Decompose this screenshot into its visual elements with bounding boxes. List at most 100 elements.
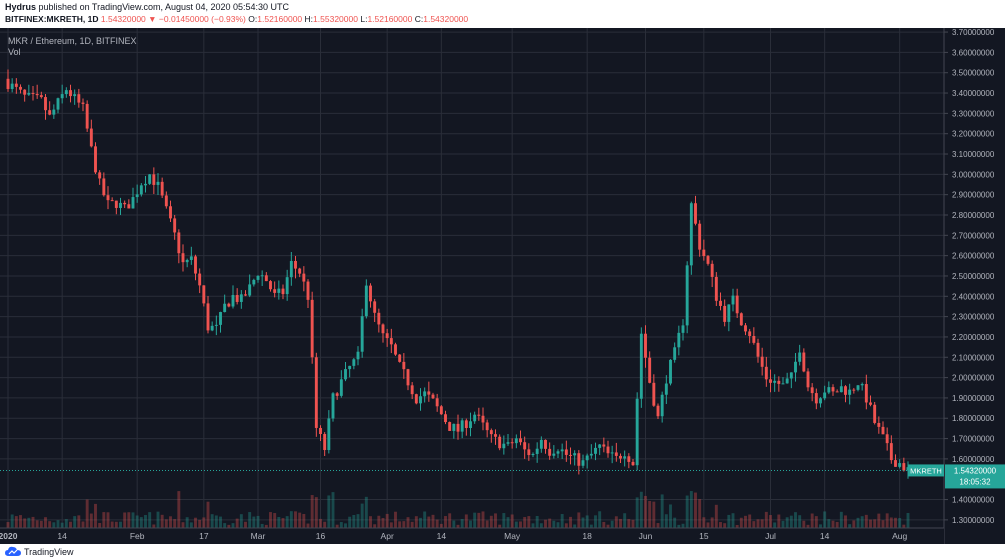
candle-body: [27, 92, 31, 95]
volume-bar: [785, 517, 789, 528]
grid-lines: [0, 28, 944, 528]
volume-bar: [369, 516, 372, 528]
volume-bar: [602, 521, 606, 528]
candle-body: [619, 455, 622, 459]
h-label: H:: [304, 14, 314, 24]
candle-body: [52, 109, 56, 115]
candle-body: [694, 203, 697, 224]
volume-bar: [581, 517, 585, 528]
candle-body: [198, 273, 202, 286]
candle-body: [273, 289, 277, 293]
candle-body: [56, 98, 60, 110]
tradingview-cloud-icon: [5, 546, 21, 556]
candle-body: [898, 463, 902, 467]
volume-bar: [769, 515, 772, 528]
candle-body: [235, 295, 239, 302]
candle-body: [794, 361, 797, 373]
candle-body: [464, 420, 468, 429]
volume-bar: [531, 523, 535, 528]
y-tick-label: 2.60000000: [952, 252, 995, 261]
volume-bar: [656, 523, 660, 528]
volume-bar: [806, 524, 810, 528]
volume-bar: [585, 515, 589, 528]
volume-bar: [198, 519, 202, 528]
volume-bar: [873, 519, 877, 528]
candle-body: [560, 449, 564, 452]
volume-bar: [456, 524, 460, 528]
candle-body: [569, 454, 572, 456]
candle-body: [169, 206, 172, 219]
volume-bar: [77, 515, 81, 528]
candle-body: [527, 449, 531, 456]
volume-bar: [564, 523, 568, 528]
volume-bar: [835, 521, 839, 528]
y-tick-label: 1.80000000: [952, 414, 995, 423]
chart-area[interactable]: 3.70000000 3.60000000 3.50000000 3.40000000…: [0, 28, 1005, 544]
volume-bar: [435, 519, 439, 528]
candle-body: [106, 195, 110, 201]
volume-bar: [23, 518, 27, 528]
candle-body: [635, 398, 639, 466]
candle-body: [669, 359, 672, 384]
volume-bar: [452, 520, 456, 528]
y-tick-label: 1.40000000: [952, 496, 995, 505]
volume-bar: [489, 515, 493, 528]
candle-body: [660, 394, 664, 417]
volume-bar: [214, 515, 218, 528]
last-price-value: 1.54320000: [954, 466, 997, 475]
publish-header: Hydrus published on TradingView.com, Aug…: [0, 0, 1005, 28]
volume-bar: [514, 521, 518, 528]
volume-bar: [223, 523, 227, 528]
candle-body: [869, 402, 872, 405]
volume-bar: [160, 514, 164, 528]
tradingview-logo[interactable]: TradingView: [5, 546, 74, 557]
candle-body: [519, 438, 522, 443]
candle-body: [473, 414, 477, 422]
volume-bar: [227, 524, 231, 528]
candle-body: [648, 357, 652, 383]
y-tick-label: 2.10000000: [952, 353, 995, 362]
volume-bar: [373, 524, 377, 528]
candle-body: [360, 316, 364, 352]
y-tick-label: 2.00000000: [952, 374, 995, 383]
volume-bar: [460, 519, 464, 528]
volume-bar: [419, 517, 422, 528]
candle-body: [664, 383, 668, 395]
volume-bar: [256, 515, 260, 528]
candle-body: [381, 324, 385, 334]
candlestick-chart[interactable]: 3.70000000 3.60000000 3.50000000 3.40000000…: [0, 28, 1005, 544]
candle-body: [289, 260, 293, 278]
volume-bar: [619, 518, 622, 528]
candle-body: [544, 439, 547, 449]
candle-body: [260, 275, 264, 277]
time-axis-bg: [0, 528, 944, 544]
legend-title: MKR / Ethereum, 1D, BITFINEX: [8, 36, 137, 46]
candle-body: [227, 303, 231, 307]
candle-body: [444, 414, 447, 423]
candle-body: [873, 404, 877, 423]
x-tick-label: 14: [57, 531, 67, 541]
candle-body: [606, 446, 610, 454]
volume-bar: [494, 513, 497, 528]
volume-bar: [606, 524, 610, 528]
volume-bar: [427, 516, 431, 528]
volume-bar: [573, 524, 577, 528]
volume-bar: [102, 512, 106, 528]
candle-body: [439, 406, 443, 415]
volume-bar: [681, 523, 685, 528]
candle-body: [656, 405, 660, 417]
footer: TradingView: [0, 544, 1005, 560]
candle-body: [377, 312, 381, 325]
candle-body: [344, 369, 347, 380]
volume-bar: [877, 513, 881, 528]
volume-bar: [114, 521, 118, 528]
candle-body: [35, 93, 39, 96]
candle-body: [714, 276, 718, 301]
volume-bar: [639, 491, 643, 528]
volume-bar: [156, 511, 160, 528]
volume-bar: [85, 499, 89, 528]
candle-body: [677, 332, 681, 348]
volume-bar: [106, 512, 110, 528]
volume-bar: [748, 514, 752, 528]
candle-body: [581, 460, 585, 466]
